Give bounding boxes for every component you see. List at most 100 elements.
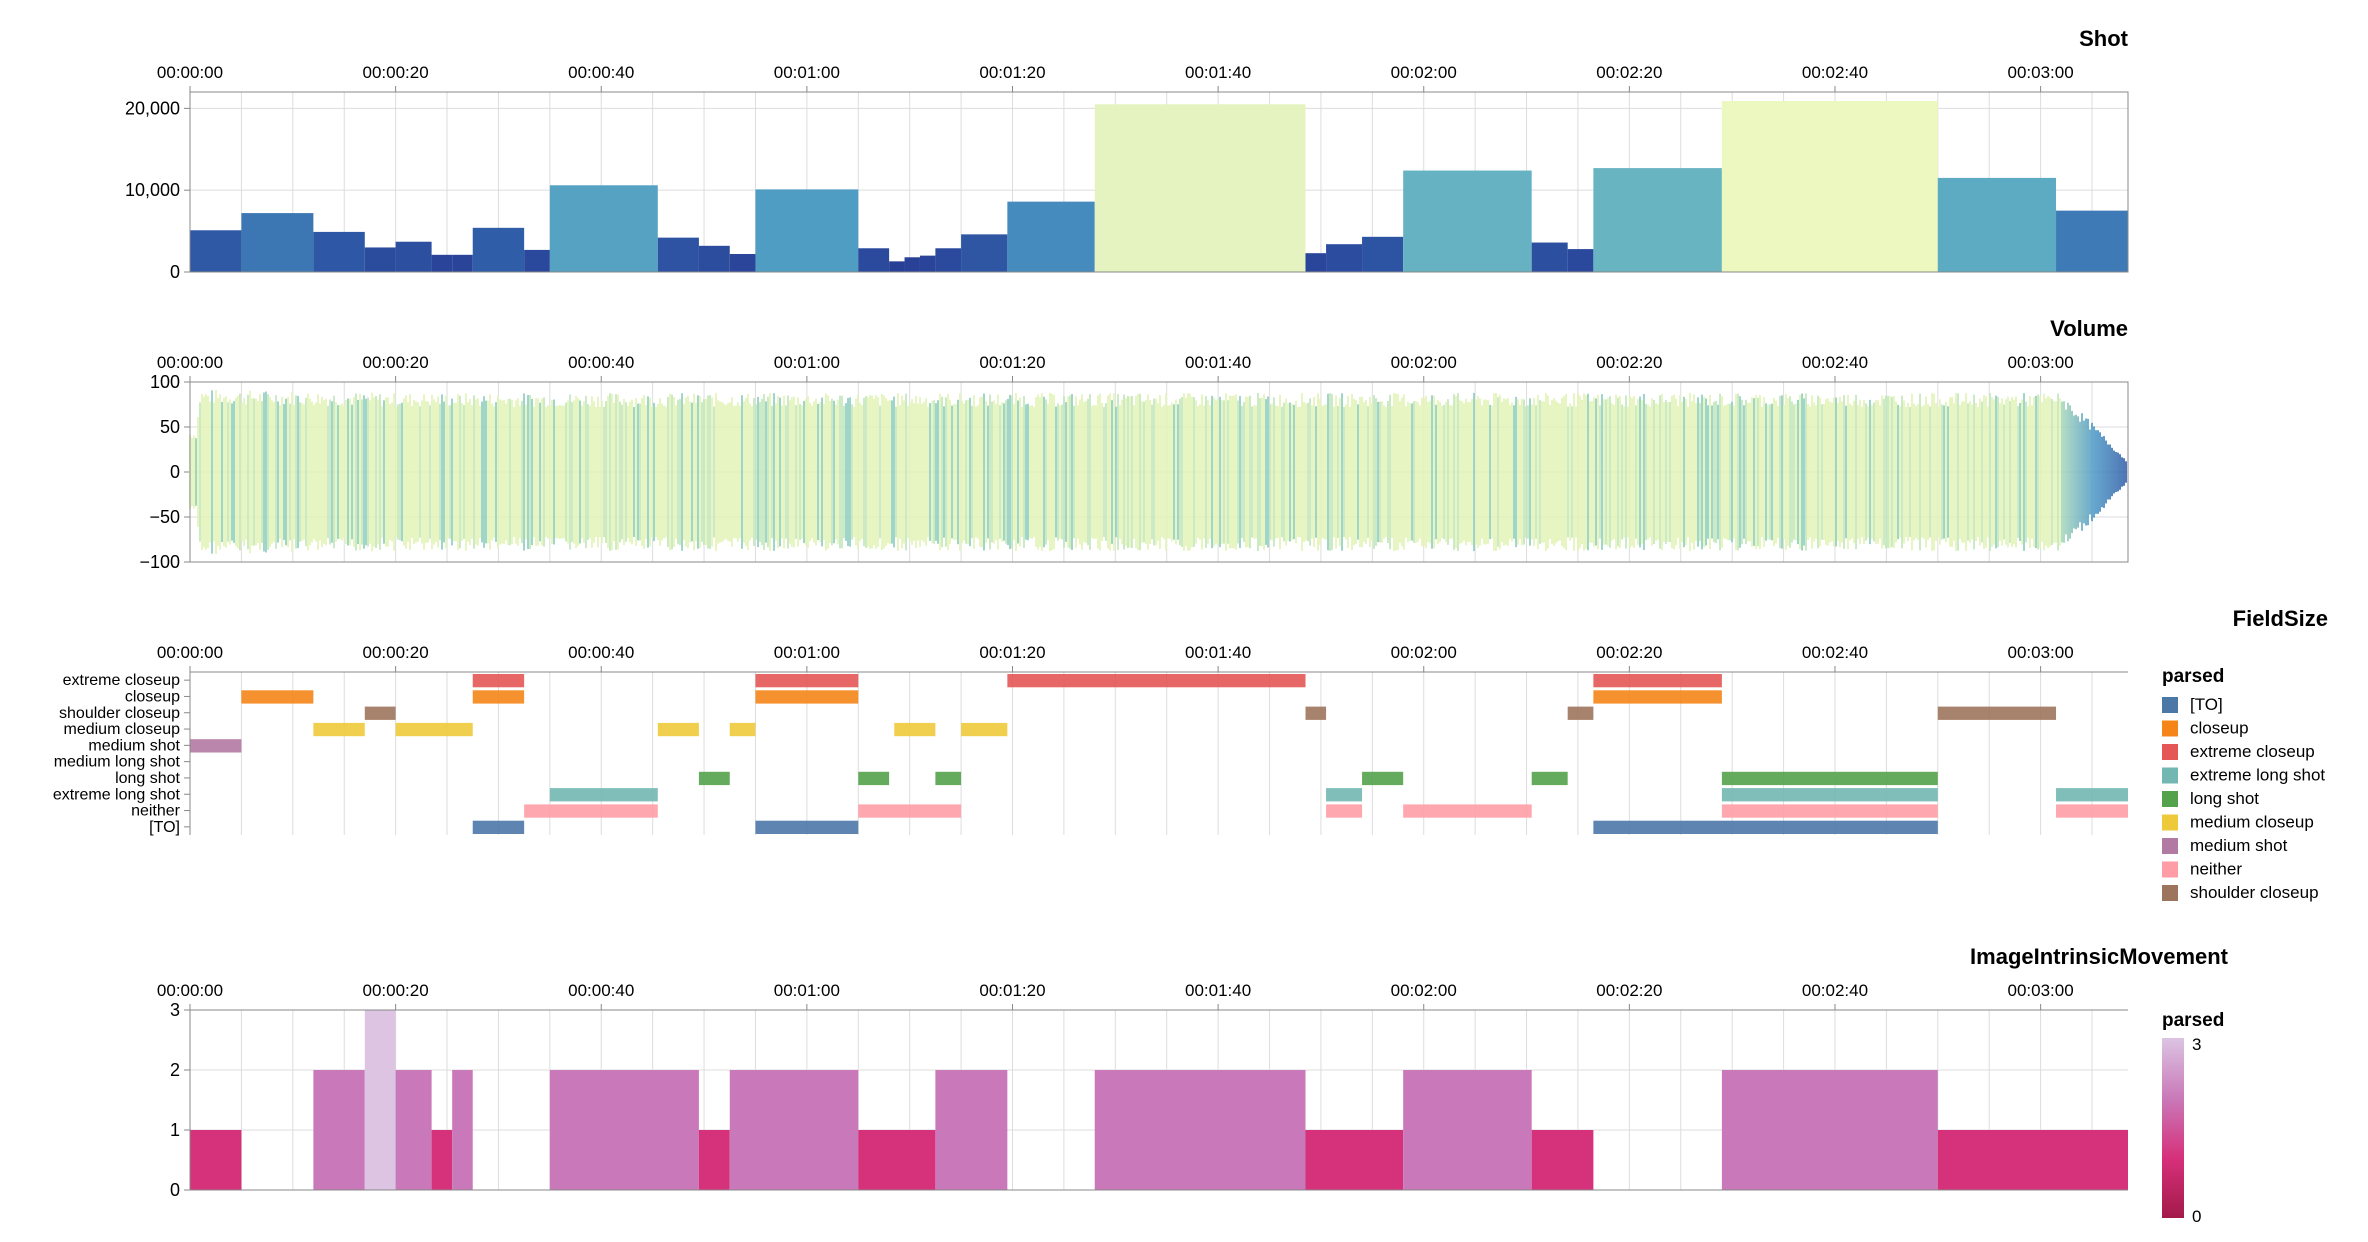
movement-bar — [698, 1130, 730, 1190]
movement-bar — [1403, 1070, 1532, 1190]
x-tick-label: 00:00:40 — [568, 643, 634, 662]
shot-bar — [472, 227, 525, 272]
y-category-label: medium shot — [88, 737, 180, 754]
fieldsize-segment — [1937, 706, 2057, 720]
legend-label: medium closeup — [2190, 813, 2314, 832]
movement-bar — [549, 1070, 699, 1190]
x-tick-label: 00:00:40 — [568, 63, 634, 82]
fieldsize-segment — [935, 771, 962, 786]
legend-label: long shot — [2190, 789, 2259, 808]
shot-bar — [190, 230, 242, 272]
x-tick-label: 00:00:00 — [157, 643, 223, 662]
fieldsize-segment — [395, 722, 473, 737]
fieldsize-segment — [472, 820, 525, 834]
x-tick-label: 00:00:00 — [157, 353, 223, 372]
fieldsize-segment — [894, 722, 936, 737]
legend-label: closeup — [2190, 719, 2249, 738]
chart-title: ImageIntrinsicMovement — [1970, 944, 2229, 969]
fieldsize-segment — [698, 771, 730, 786]
chart-title: FieldSize — [2233, 606, 2328, 631]
shot-bar — [364, 247, 396, 272]
legend-min-label: 0 — [2192, 1207, 2201, 1226]
shot-bar — [657, 237, 699, 272]
y-category-label: extreme long shot — [53, 786, 181, 803]
fieldsize-segment — [1007, 674, 1306, 688]
legend-label: medium shot — [2190, 836, 2288, 855]
x-tick-label: 00:03:00 — [2008, 981, 2074, 1000]
fieldsize-segment — [755, 674, 859, 688]
fieldsize-segment — [2056, 804, 2128, 818]
fieldsize-segment — [755, 690, 859, 704]
x-tick-label: 00:01:40 — [1185, 63, 1251, 82]
y-category-label: neither — [131, 803, 181, 820]
y-tick-label: 50 — [160, 417, 180, 437]
y-tick-label: 0 — [170, 462, 180, 482]
plot-frame — [189, 91, 2129, 273]
shot-bar — [904, 257, 920, 272]
legend-title: parsed — [2162, 666, 2224, 687]
legend-swatch — [2162, 744, 2178, 760]
shot-bar — [1567, 249, 1594, 272]
x-tick-label: 00:03:00 — [2008, 643, 2074, 662]
fieldsize-segment — [729, 722, 756, 737]
x-tick-label: 00:01:20 — [979, 353, 1045, 372]
legend-colorbar — [2162, 1038, 2184, 1218]
y-tick-label: 3 — [170, 1000, 180, 1020]
fieldsize-segment — [858, 804, 962, 818]
y-tick-label: −50 — [149, 507, 180, 527]
x-tick-label: 00:01:40 — [1185, 981, 1251, 1000]
shot-bar — [524, 249, 550, 272]
x-tick-label: 00:02:00 — [1391, 643, 1457, 662]
shot-bar — [858, 248, 890, 272]
fieldsize-segment — [1721, 804, 1938, 818]
shot-bar — [1326, 244, 1363, 272]
y-category-label: medium closeup — [64, 721, 181, 738]
shot-bar — [961, 234, 1008, 272]
fieldsize-segment — [755, 820, 859, 834]
y-tick-label: 0 — [170, 1180, 180, 1200]
x-tick-label: 00:01:40 — [1185, 353, 1251, 372]
legend-swatch — [2162, 814, 2178, 831]
movement-bar — [313, 1070, 365, 1190]
fieldsize-segment — [1531, 771, 1568, 786]
legend-label: neither — [2190, 860, 2242, 879]
shot-bar — [395, 241, 432, 272]
legend-label: extreme long shot — [2190, 766, 2325, 785]
shot-bar — [241, 213, 314, 272]
chart-title: Volume — [2050, 316, 2128, 341]
x-tick-label: 00:00:20 — [363, 981, 429, 1000]
fieldsize-segment — [364, 706, 396, 720]
x-tick-label: 00:01:20 — [979, 643, 1045, 662]
shot-bar — [452, 254, 473, 272]
shot-bar — [431, 254, 453, 272]
fieldsize-segment — [190, 739, 242, 753]
x-tick-label: 00:02:20 — [1596, 643, 1662, 662]
legend-label: extreme closeup — [2190, 742, 2315, 761]
x-tick-label: 00:01:20 — [979, 981, 1045, 1000]
x-tick-label: 00:03:00 — [2008, 63, 2074, 82]
legend-swatch — [2162, 885, 2178, 901]
legend-swatch — [2162, 838, 2178, 854]
y-category-label: long shot — [115, 770, 180, 787]
fieldsize-segment — [313, 722, 365, 737]
y-tick-label: 10,000 — [125, 180, 180, 200]
shot-bar — [889, 261, 905, 272]
fieldsize-segment — [241, 690, 314, 704]
shot-bar — [919, 255, 936, 272]
legend-swatch — [2162, 697, 2178, 713]
shot-bar — [1403, 170, 1532, 272]
shot-bar — [313, 231, 365, 272]
movement-bar — [1305, 1130, 1404, 1190]
shot-bar — [729, 254, 756, 272]
x-tick-label: 00:02:20 — [1596, 981, 1662, 1000]
y-tick-label: 0 — [170, 262, 180, 282]
fieldsize-segment — [858, 771, 890, 786]
y-category-label: shoulder closeup — [59, 705, 180, 722]
legend-swatch — [2162, 791, 2178, 807]
x-tick-label: 00:00:40 — [568, 353, 634, 372]
movement-bar — [452, 1070, 473, 1190]
x-tick-label: 00:02:40 — [1802, 643, 1868, 662]
fieldsize-segment — [1362, 771, 1404, 786]
chart-title: Shot — [2079, 26, 2129, 51]
